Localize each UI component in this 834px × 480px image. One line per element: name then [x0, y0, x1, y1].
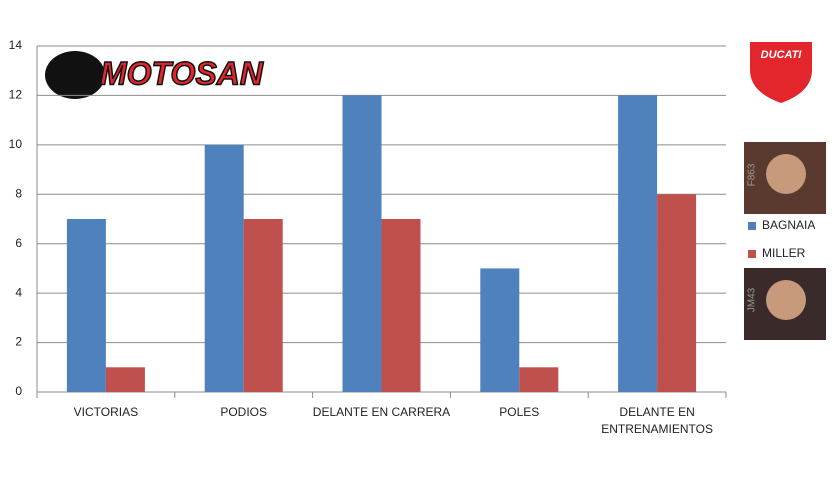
y-tick-label: 4: [15, 285, 22, 299]
bar: [66, 219, 106, 392]
bar: [342, 95, 382, 392]
bar: [204, 144, 244, 392]
brand-name: MOTOSAN: [100, 55, 264, 91]
y-tick-label: 12: [9, 88, 23, 102]
bar: [381, 219, 421, 392]
legend-label: BAGNAIA: [762, 218, 815, 232]
y-tick-label: 8: [15, 186, 22, 200]
photo-caption: F863: [747, 163, 758, 186]
bar: [519, 367, 559, 392]
bar: [618, 95, 658, 392]
y-tick-label: 14: [9, 38, 23, 52]
rider-face: [766, 280, 806, 320]
team-shield: [750, 42, 812, 103]
y-tick-label: 2: [15, 335, 22, 349]
brand-logo: MOTOSAN: [45, 51, 265, 99]
bar: [105, 367, 145, 392]
photo-caption: JM43: [747, 287, 758, 312]
y-tick-label: 6: [15, 236, 22, 250]
legend-label: MILLER: [762, 246, 806, 260]
x-tick-label: DELANTE EN CARRERA: [312, 405, 451, 419]
x-tick-label: VICTORIAS: [73, 405, 139, 419]
x-tick-label: POLES: [499, 405, 540, 419]
legend-swatch: [748, 222, 756, 230]
x-tick-label: DELANTE EN ENTRENAMIENTOS: [601, 405, 713, 436]
rider-icon: [45, 51, 105, 99]
team-name: DUCATI: [761, 49, 803, 61]
bar: [657, 194, 697, 392]
team-logo: DUCATI: [750, 42, 812, 103]
y-tick-label: 10: [9, 137, 23, 151]
y-tick-label: 0: [15, 384, 22, 398]
x-tick-label: PODIOS: [220, 405, 268, 419]
legend-swatch: [748, 250, 756, 258]
bar: [243, 219, 283, 392]
rider-face: [766, 154, 806, 194]
bar: [480, 268, 520, 392]
